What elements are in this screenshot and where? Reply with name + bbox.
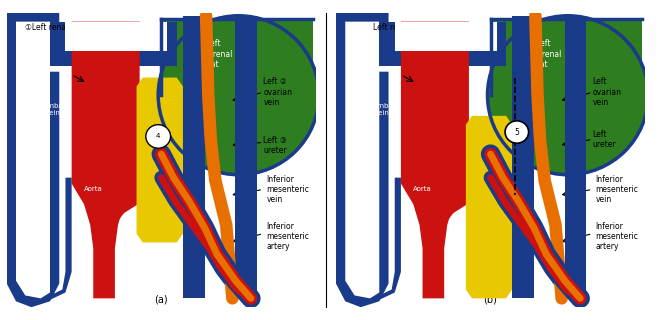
Polygon shape [183, 16, 204, 298]
Text: ①Left renal vein: ①Left renal vein [26, 23, 87, 32]
Text: Aorta: Aorta [84, 187, 103, 192]
Polygon shape [136, 77, 183, 243]
Polygon shape [466, 116, 512, 298]
Polygon shape [235, 16, 257, 298]
Polygon shape [16, 22, 161, 298]
Polygon shape [345, 22, 491, 298]
Polygon shape [161, 19, 312, 95]
Polygon shape [491, 19, 642, 95]
Text: Aorta: Aorta [413, 187, 432, 192]
Text: Vena
cava: Vena cava [355, 154, 372, 166]
Circle shape [505, 121, 529, 143]
Text: 5: 5 [514, 128, 519, 137]
Text: Left renal vein: Left renal vein [373, 23, 428, 32]
Text: Left ②
ovarian
vein: Left ② ovarian vein [263, 77, 292, 107]
Text: Left
peri-renal
fat: Left peri-renal fat [195, 39, 233, 69]
Text: Left
Iliopsoas: Left Iliopsoas [143, 154, 173, 166]
Text: Left ③
ureter: Left ③ ureter [263, 136, 287, 155]
Polygon shape [394, 22, 497, 51]
Text: Inferior
mesenteric
artery: Inferior mesenteric artery [266, 222, 309, 252]
Text: Left
ovarian
vein: Left ovarian vein [593, 77, 622, 107]
Circle shape [146, 125, 171, 148]
Text: Inferior
mesenteric
artery: Inferior mesenteric artery [595, 222, 638, 252]
Text: 4: 4 [156, 133, 161, 140]
Text: Vena
cava: Vena cava [26, 154, 42, 166]
Text: (b): (b) [484, 294, 497, 304]
Polygon shape [564, 16, 587, 298]
Polygon shape [44, 178, 72, 301]
Polygon shape [379, 22, 506, 66]
Polygon shape [401, 22, 469, 298]
Text: (a): (a) [155, 294, 168, 304]
Polygon shape [65, 22, 167, 51]
Polygon shape [336, 13, 497, 307]
Text: Left
peri-renal
fat: Left peri-renal fat [524, 39, 562, 69]
Polygon shape [50, 22, 177, 66]
Text: Left
iliopsoas: Left iliopsoas [472, 230, 503, 243]
Text: Left
ureter: Left ureter [593, 130, 616, 149]
Polygon shape [115, 178, 167, 225]
Polygon shape [373, 178, 401, 301]
Text: Lumbar
vein: Lumbar vein [369, 103, 396, 116]
Text: Lumbar
vein: Lumbar vein [40, 103, 67, 116]
Ellipse shape [158, 16, 319, 175]
Polygon shape [512, 16, 534, 298]
Polygon shape [444, 178, 497, 225]
Text: Inferior
mesenteric
vein: Inferior mesenteric vein [266, 174, 309, 204]
Polygon shape [7, 13, 167, 307]
Ellipse shape [487, 16, 648, 175]
Polygon shape [72, 22, 140, 298]
Text: Inferior
mesenteric
vein: Inferior mesenteric vein [595, 174, 638, 204]
